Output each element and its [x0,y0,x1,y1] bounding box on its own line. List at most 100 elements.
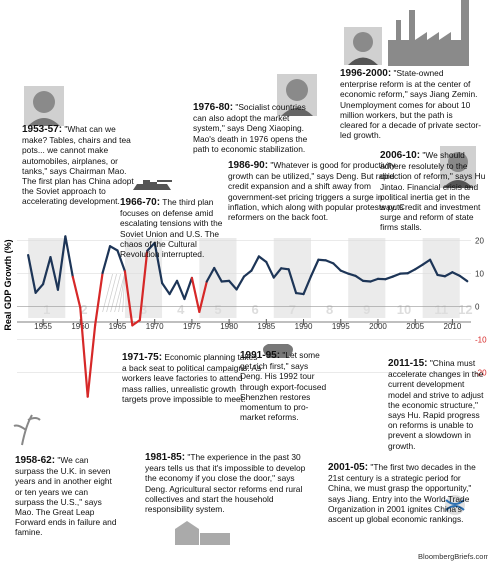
line-segment [287,268,298,295]
line-segment [428,258,439,277]
annotation: 1966-70: The third plan focuses on defen… [120,197,236,259]
line-segment [138,249,149,322]
line-segment [71,275,82,309]
line-segment [250,255,260,272]
line-segment [361,279,372,283]
annotation-text: "What can we make? Tables, chairs and te… [22,124,134,207]
line-segment [116,249,127,273]
line-segment [161,282,171,296]
plan-number: 7 [289,302,296,317]
hatch [110,273,121,313]
plan-number: 10 [397,302,411,317]
x-tick-label: 2000 [369,322,387,331]
line-segment [49,256,60,291]
x-tick-label: 1990 [295,322,313,331]
plan-number: 8 [326,302,333,317]
annotation-period: 2001-05: [328,462,369,473]
plan-number: 9 [363,302,370,317]
line-segment [339,269,350,275]
hatch [102,273,113,313]
plan-band [459,238,471,318]
y-axis-label: Real GDP Growth (%) [3,239,13,330]
y-tick-label: -10 [475,336,487,345]
x-tick-label: 1995 [332,322,350,331]
annotation-period: 1971-75: [122,352,163,363]
line-segment [294,291,305,296]
annotation: 1981-85: "The experience in the past 30 … [145,452,313,514]
x-tick-label: 1960 [71,322,89,331]
annotation-text: "Let some get rich first," says Deng. Hi… [240,350,327,423]
plan-band [65,238,103,318]
plan-number: 4 [177,302,185,317]
line-segment [451,271,461,278]
hatch [106,273,117,313]
annotation-period: 1991-95: [240,350,281,361]
line-segment [347,272,357,278]
annotation-text: "Whatever is good for productivity growt… [228,160,404,223]
line-segment [414,263,424,271]
annotation-text: "The first two decades in the 21st centu… [328,462,476,525]
annotation: 1996-2000: "State-owned enterprise refor… [340,68,482,140]
line-segment [213,266,223,283]
line-segment [242,269,253,278]
y-tick-label: -20 [475,369,487,378]
annotation-period: 1976-80: [193,102,234,113]
line-segment [168,279,179,296]
annotation: 1976-80: "Socialist countries can also a… [193,102,311,154]
plan-band [422,238,460,318]
line-segment [384,275,394,281]
annotation-period: 1996-2000: [340,68,392,79]
annotation-period: 1953-57: [22,124,63,135]
line-segment [94,271,104,327]
line-segment [458,274,469,283]
annotation-text: "China must accelerate changes in the cu… [388,358,484,451]
line-segment [220,279,231,283]
annotation: 1986-90: "Whatever is good for productiv… [228,160,406,222]
x-tick-label: 1965 [109,322,127,331]
line-segment [369,277,380,283]
annotation: 2001-05: "The first two decades in the 2… [328,462,484,524]
plan-number: 12 [458,302,472,317]
annotation-text: "Socialist countries can also adopt the … [193,102,308,154]
annotation: 1971-75: Economic planning takes a back … [122,352,262,404]
line-segment [131,319,141,327]
line-segment [56,235,67,291]
plan-band [162,238,200,318]
annotation-period: 1981-85: [145,452,186,463]
annotation-text: The third plan focuses on defense amid e… [120,197,223,260]
line-segment [183,276,194,301]
source: BloombergBriefs.com [418,552,488,561]
line-segment [228,279,238,291]
plan-number: 6 [252,302,259,317]
annotation: 1958-62: "We can surpass the U.K. in sev… [15,455,117,538]
annotation-period: 2011-15: [388,358,428,369]
annotation-text: "State-owned enterprise reform is at the… [340,68,482,141]
y-tick-label: 20 [475,237,484,246]
plan-number: 5 [214,302,221,317]
line-segment [436,273,447,278]
plan-number: 3 [140,302,147,317]
annotation-period: 1966-70: [120,197,161,208]
line-segment [108,245,119,252]
line-segment [146,241,156,252]
line-segment [280,267,290,271]
plan-number: 11 [434,302,448,317]
annotation-period: 2006-10: [380,150,421,161]
annotation-text: "The experience in the past 30 years tel… [145,452,306,515]
line-segment [101,245,112,275]
annotation: 2006-10: "We should adhere resolutely to… [380,150,486,233]
annotation-text: "We can surpass the U.K. in seven years … [15,455,117,538]
x-tick-label: 1980 [220,322,238,331]
x-tick-label: 1970 [146,322,164,331]
y-tick-label: 0 [475,303,480,312]
line-segment [86,323,97,398]
line-segment [265,260,275,279]
annotation-text: Economic planning takes a back seat to p… [122,352,262,404]
annotation: 2011-15: "China must accelerate changes … [388,358,484,451]
hatch [122,273,126,313]
line-segment [332,262,342,272]
x-tick-label: 2005 [406,322,424,331]
line-segment [391,272,402,278]
